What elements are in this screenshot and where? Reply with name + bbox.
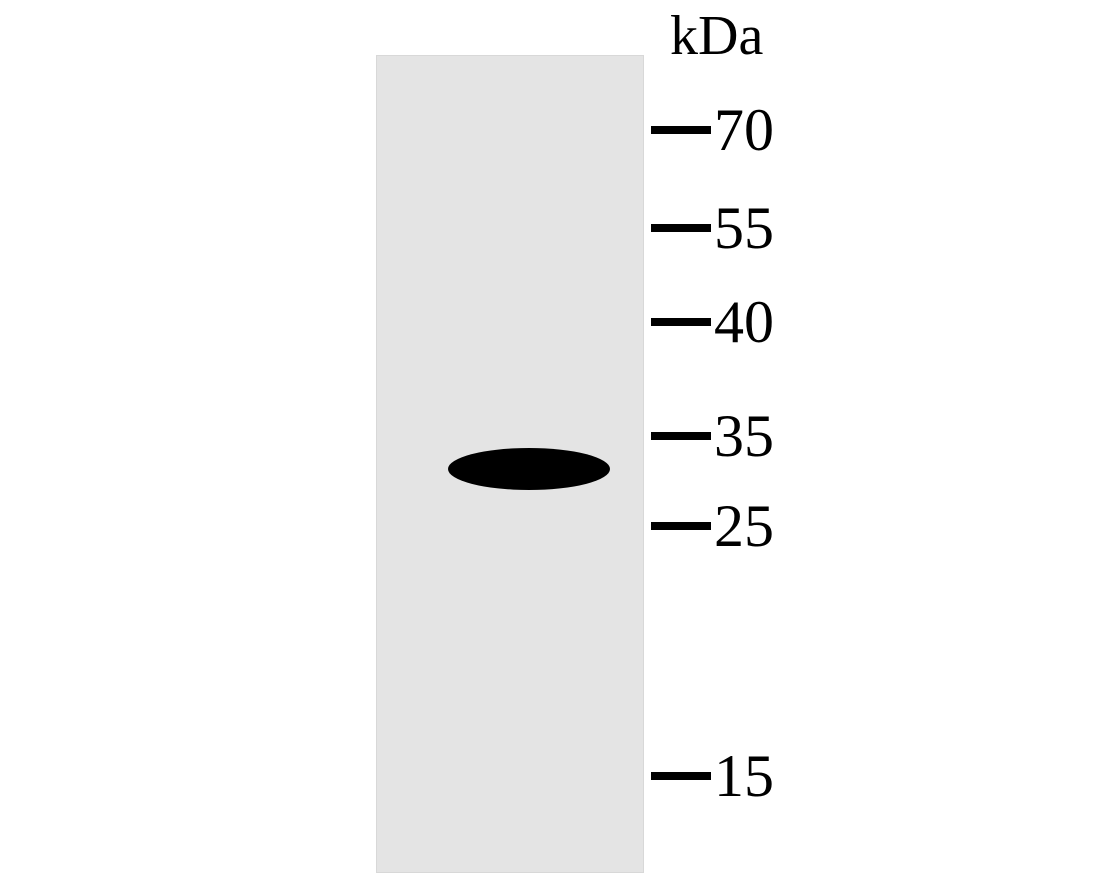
unit-label: kDa <box>670 4 763 68</box>
marker-label-25: 25 <box>714 492 774 561</box>
marker-label-40: 40 <box>714 288 774 357</box>
marker-label-55: 55 <box>714 194 774 263</box>
marker-tick-40 <box>651 318 711 326</box>
marker-label-70: 70 <box>714 96 774 165</box>
marker-label-15: 15 <box>714 742 774 811</box>
marker-tick-55 <box>651 224 711 232</box>
marker-tick-70 <box>651 126 711 134</box>
marker-tick-25 <box>651 522 711 530</box>
marker-label-35: 35 <box>714 402 774 471</box>
marker-tick-35 <box>651 432 711 440</box>
marker-tick-15 <box>651 772 711 780</box>
protein-band <box>448 448 610 490</box>
